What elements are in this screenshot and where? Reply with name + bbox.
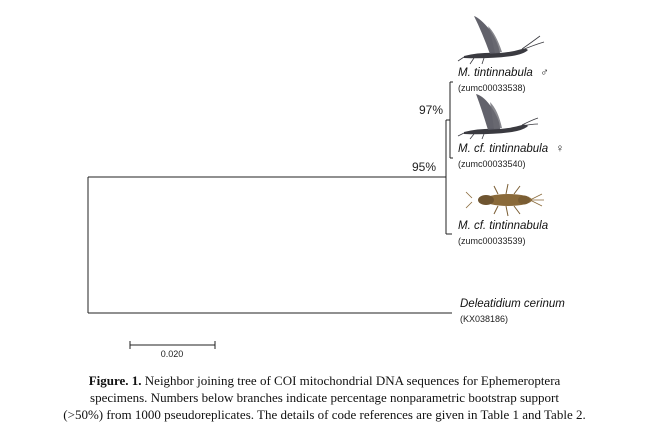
taxon-label-2: M. cf. tintinnabula ♀ xyxy=(458,139,564,156)
taxon-name-1: M. tintinnabula xyxy=(458,67,533,79)
mayfly-nymph-illustration xyxy=(465,183,544,217)
taxon-code-2: (zumc00033540) xyxy=(458,159,526,169)
mayfly-male-illustration xyxy=(457,16,545,65)
caption-label: Figure. 1. xyxy=(88,373,142,388)
taxon-label-1: M. tintinnabula ♂ xyxy=(458,63,549,80)
scale-bar: 0.020 xyxy=(129,341,216,359)
caption-text-1: Neighbor joining tree of COI mitochondri… xyxy=(141,373,561,388)
taxon-name-2: M. cf. tintinnabula xyxy=(458,143,548,155)
taxon-name-outgroup: Deleatidium cerinum xyxy=(460,298,565,310)
support-value-ingroup: 95% xyxy=(412,160,436,174)
mayfly-female-illustration xyxy=(457,94,539,140)
taxon-code-3: (zumc00033539) xyxy=(458,236,526,246)
caption-line-2: specimens. Numbers below branches indica… xyxy=(90,390,559,405)
scale-bar-label: 0.020 xyxy=(161,349,184,359)
sex-symbol-male-icon: ♂ xyxy=(540,67,549,79)
sex-symbol-female-icon: ♀ xyxy=(556,143,565,155)
taxon-name-3: M. cf. tintinnabula xyxy=(458,220,548,232)
figure-caption: Figure. 1. Neighbor joining tree of COI … xyxy=(0,372,649,423)
taxon-code-outgroup: (KX038186) xyxy=(460,314,508,324)
support-value-inner: 97% xyxy=(419,103,443,117)
caption-line-3: (>50%) from 1000 pseudoreplicates. The d… xyxy=(63,407,586,422)
caption-line-1: Figure. 1. Neighbor joining tree of COI … xyxy=(0,372,649,389)
taxon-code-1: (zumc00033538) xyxy=(458,83,526,93)
tree-diagram: 97% 95% xyxy=(87,16,565,359)
